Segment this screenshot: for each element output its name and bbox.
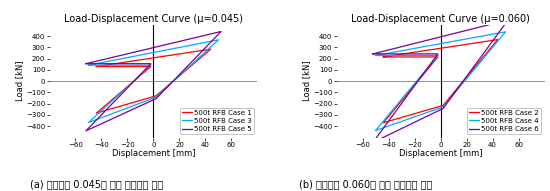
Text: (b) 마찰계수 0.060에 따른 해석결과 비교: (b) 마찰계수 0.060에 따른 해석결과 비교: [299, 179, 432, 189]
Y-axis label: Load [kN]: Load [kN]: [302, 61, 312, 101]
500t RFB Case 2: [494, 38, 501, 41]
500t RFB Case 3: [85, 64, 92, 66]
500t RFB Case 3: [153, 96, 159, 98]
500t RFB Case 2: [380, 56, 387, 58]
500t RFB Case 6: [440, 107, 447, 110]
500t RFB Case 4: [502, 31, 509, 33]
Line: 500t RFB Case 6: 500t RFB Case 6: [373, 20, 508, 142]
500t RFB Case 2: [380, 122, 387, 124]
Y-axis label: Load [kN]: Load [kN]: [15, 61, 25, 101]
Line: 500t RFB Case 5: 500t RFB Case 5: [86, 32, 221, 131]
500t RFB Case 4: [372, 54, 379, 57]
500t RFB Case 3: [147, 64, 154, 66]
Legend: 500t RFB Case 1, 500t RFB Case 3, 500t RFB Case 5: 500t RFB Case 1, 500t RFB Case 3, 500t R…: [180, 108, 254, 134]
Legend: 500t RFB Case 2, 500t RFB Case 4, 500t RFB Case 6: 500t RFB Case 2, 500t RFB Case 4, 500t R…: [466, 108, 541, 134]
500t RFB Case 4: [372, 129, 379, 132]
500t RFB Case 2: [380, 56, 387, 58]
500t RFB Case 4: [372, 54, 379, 57]
Line: 500t RFB Case 3: 500t RFB Case 3: [89, 40, 218, 123]
500t RFB Case 1: [93, 65, 100, 68]
500t RFB Case 1: [153, 95, 159, 97]
500t RFB Case 6: [434, 53, 441, 55]
500t RFB Case 6: [370, 53, 376, 55]
Line: 500t RFB Case 2: 500t RFB Case 2: [383, 40, 498, 123]
Line: 500t RFB Case 4: 500t RFB Case 4: [376, 32, 505, 130]
500t RFB Case 3: [85, 64, 92, 66]
500t RFB Case 2: [434, 56, 441, 58]
500t RFB Case 5: [218, 30, 224, 33]
500t RFB Case 1: [93, 112, 100, 114]
500t RFB Case 4: [440, 106, 447, 108]
Title: Load-Displacement Curve (μ=0.045): Load-Displacement Curve (μ=0.045): [64, 14, 243, 24]
500t RFB Case 4: [434, 54, 441, 57]
500t RFB Case 5: [153, 97, 159, 100]
Title: Load-Displacement Curve (μ=0.060): Load-Displacement Curve (μ=0.060): [351, 14, 530, 24]
500t RFB Case 5: [82, 63, 89, 65]
500t RFB Case 6: [505, 19, 512, 21]
X-axis label: Displacement [mm]: Displacement [mm]: [112, 149, 195, 158]
500t RFB Case 1: [93, 65, 100, 68]
X-axis label: Displacement [mm]: Displacement [mm]: [399, 149, 482, 158]
500t RFB Case 5: [82, 63, 89, 65]
500t RFB Case 3: [85, 121, 92, 124]
500t RFB Case 3: [215, 39, 222, 41]
Line: 500t RFB Case 1: 500t RFB Case 1: [96, 49, 211, 113]
500t RFB Case 5: [82, 130, 89, 132]
500t RFB Case 5: [147, 63, 154, 65]
500t RFB Case 1: [147, 65, 154, 68]
500t RFB Case 1: [207, 48, 214, 50]
500t RFB Case 6: [370, 53, 376, 55]
500t RFB Case 6: [370, 141, 376, 144]
500t RFB Case 2: [440, 104, 447, 107]
Text: (a) 마찰계수 0.045에 따른 해석결과 비교: (a) 마찰계수 0.045에 따른 해석결과 비교: [30, 179, 163, 189]
